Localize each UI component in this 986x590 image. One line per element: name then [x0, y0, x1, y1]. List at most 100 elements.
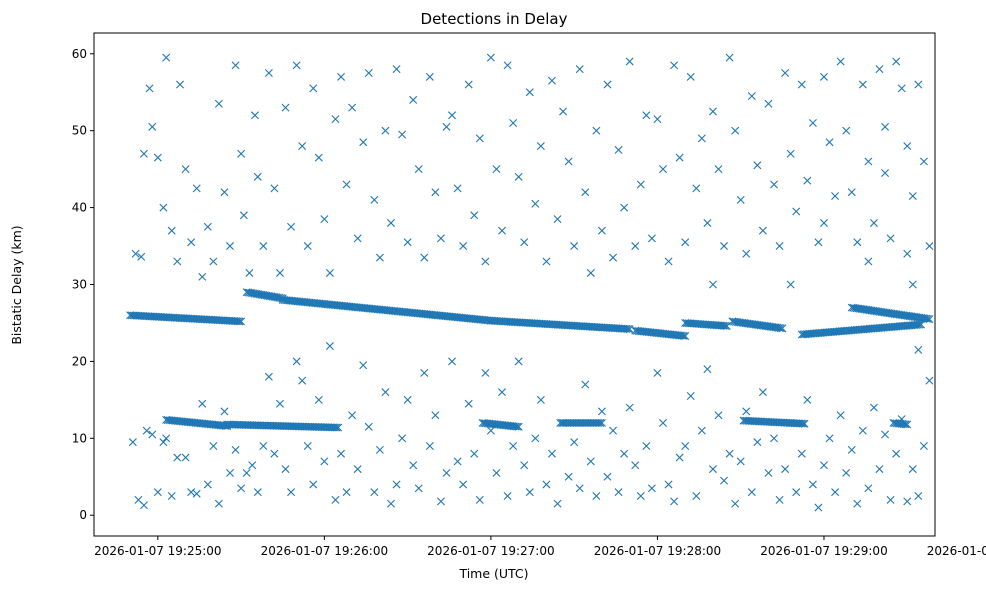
plot-frame	[93, 32, 936, 537]
scatter-point	[914, 345, 923, 354]
scatter-point	[653, 115, 662, 124]
scatter-point	[409, 95, 418, 104]
scatter-point	[819, 461, 828, 470]
scatter-point	[359, 361, 368, 370]
scatter-point	[275, 268, 284, 277]
track-point	[800, 419, 809, 428]
scatter-point	[425, 442, 434, 451]
scatter-point	[337, 72, 346, 81]
chart-title: Detections in Delay	[421, 10, 568, 28]
scatter-point	[131, 249, 140, 258]
scatter-point	[770, 434, 779, 443]
scatter-point	[847, 445, 856, 454]
scatter-point	[259, 242, 268, 251]
scatter-point	[825, 138, 834, 147]
scatter-point	[181, 453, 190, 462]
scatter-point	[253, 172, 262, 181]
scatter-point	[770, 180, 779, 189]
scatter-point	[187, 488, 196, 497]
scatter-point	[620, 449, 629, 458]
scatter-point	[275, 399, 284, 408]
scatter-point	[214, 499, 223, 508]
scatter-point	[675, 153, 684, 162]
scatter-point	[475, 134, 484, 143]
scatter-point	[892, 57, 901, 66]
scatter-point	[875, 465, 884, 474]
scatter-point	[725, 53, 734, 62]
scatter-point	[814, 503, 823, 512]
track-point	[514, 422, 523, 431]
x-axis-label: Time (UTC)	[458, 566, 528, 581]
scatter-point	[708, 465, 717, 474]
scatter-point	[825, 434, 834, 443]
scatter-point	[139, 501, 148, 510]
scatter-point	[720, 242, 729, 251]
scatter-point	[659, 165, 667, 174]
scatter-point	[520, 461, 529, 470]
scatter-point	[176, 80, 185, 89]
scatter-point	[398, 434, 407, 443]
scatter-point	[803, 176, 812, 185]
scatter-point	[231, 61, 240, 70]
scatter-point	[581, 380, 590, 389]
x-tick-label: 2026-01-07 19:27:00	[427, 544, 554, 558]
track-point	[237, 317, 246, 326]
track-point	[594, 418, 603, 427]
y-tick-label: 60	[72, 47, 87, 61]
scatter-point	[509, 442, 518, 451]
scatter-point	[886, 234, 895, 243]
scatter-point	[564, 157, 573, 166]
x-tick-label: 2026-01-07 19:28:00	[594, 544, 721, 558]
scatter-point	[697, 426, 706, 435]
scatter-point	[536, 395, 545, 404]
scatter-point	[692, 492, 701, 500]
scatter-point	[708, 280, 717, 289]
scatter-point	[864, 484, 873, 493]
scatter-point	[431, 411, 440, 420]
scatter-point	[869, 218, 878, 227]
scatter-point	[498, 388, 506, 397]
scatter-point	[842, 468, 851, 477]
scatter-point	[697, 134, 706, 143]
scatter-point	[148, 122, 157, 131]
scatter-point	[331, 115, 340, 124]
scatter-point	[370, 195, 379, 204]
scatter-point	[542, 257, 551, 266]
scatter-point	[448, 357, 457, 366]
scatter-point	[203, 480, 212, 489]
scatter-point	[153, 153, 162, 162]
scatter-point	[503, 492, 512, 500]
track-point	[721, 321, 730, 330]
scatter-point	[575, 484, 584, 493]
scatter-point	[414, 484, 423, 493]
scatter-point	[392, 480, 401, 489]
scatter-point	[642, 111, 651, 120]
y-tick-label: 50	[72, 124, 87, 138]
scatter-point	[145, 84, 154, 93]
track-point	[681, 332, 690, 341]
scatter-point	[786, 418, 795, 427]
scatter-point	[187, 238, 196, 247]
track-point	[235, 317, 244, 326]
scatter-point	[173, 257, 182, 266]
scatter-point	[531, 434, 540, 443]
x-tick-label: 2026-01-07 19:26:00	[261, 544, 388, 558]
scatter-point	[908, 280, 917, 289]
scatter-point	[908, 192, 917, 201]
scatter-point	[436, 234, 445, 243]
scatter-point	[631, 461, 640, 470]
scatter-point	[514, 357, 523, 366]
scatter-point	[731, 126, 740, 135]
scatter-point	[137, 252, 146, 261]
scatter-point	[764, 99, 773, 108]
x-tick-label: 2026-01-07 19:29:00	[760, 544, 887, 558]
track-point	[597, 418, 606, 427]
scatter-point	[348, 103, 357, 112]
track-point	[797, 419, 806, 428]
scatter-point	[159, 438, 168, 447]
track-point	[925, 315, 934, 324]
scatter-point	[403, 238, 412, 247]
scatter-point	[309, 480, 318, 489]
scatter-point	[703, 218, 712, 227]
